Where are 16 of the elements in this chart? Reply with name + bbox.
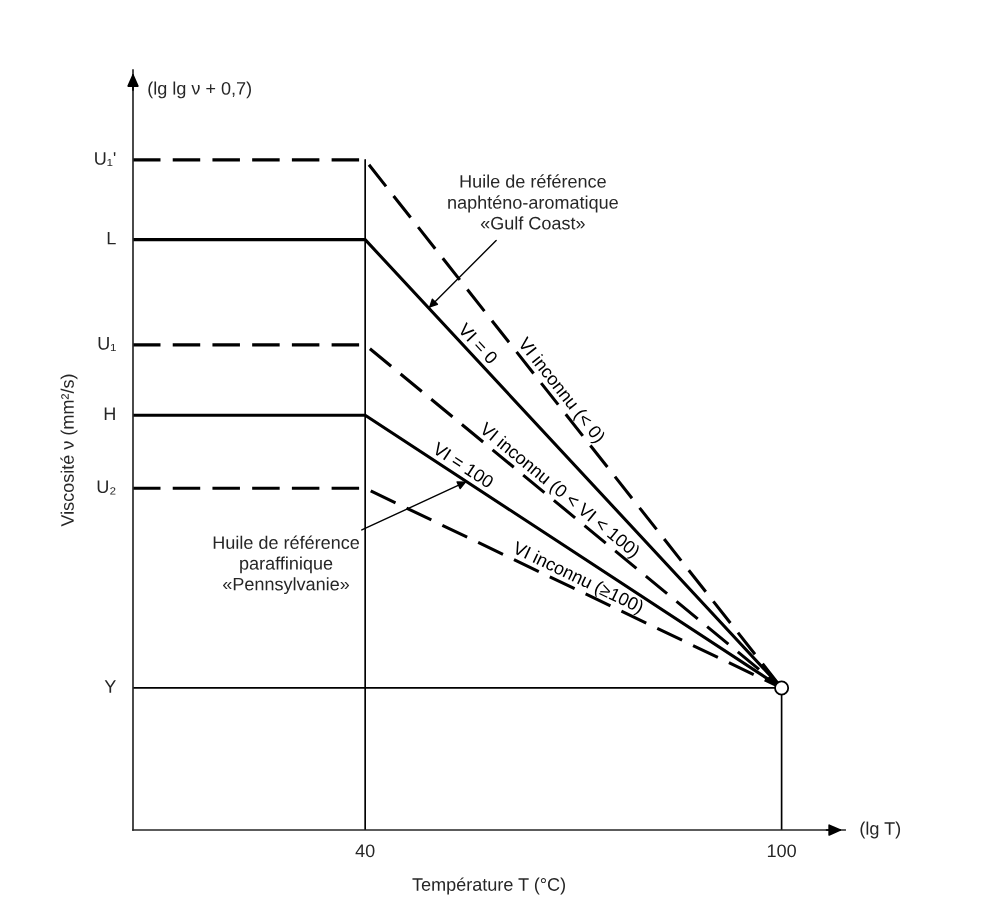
annotation: Huile de référence paraffinique «Pennsylvanie»	[213, 535, 359, 595]
x-tick-label: 100	[767, 844, 796, 858]
annotation: L	[107, 231, 116, 245]
y-axis-title: Viscosité ν (mm²/s)	[60, 374, 78, 527]
annotation: U₁	[98, 337, 116, 352]
text: VI = 0	[457, 321, 499, 365]
text: VI = 100	[431, 441, 495, 489]
annotation: Huile de référence naphténo-aromatique «Gulf Coast»	[448, 174, 618, 230]
annotation: H	[104, 407, 115, 420]
x-axis-title: Température T (°C)	[412, 877, 565, 895]
annotation: Y	[104, 680, 116, 693]
text: (lg T)	[860, 821, 901, 839]
annotation: U₁'	[95, 152, 116, 167]
text: (lg lg ν + 0,7)	[148, 81, 251, 99]
annotation: U₂	[97, 480, 116, 495]
x-tick-label: 40	[355, 844, 375, 858]
